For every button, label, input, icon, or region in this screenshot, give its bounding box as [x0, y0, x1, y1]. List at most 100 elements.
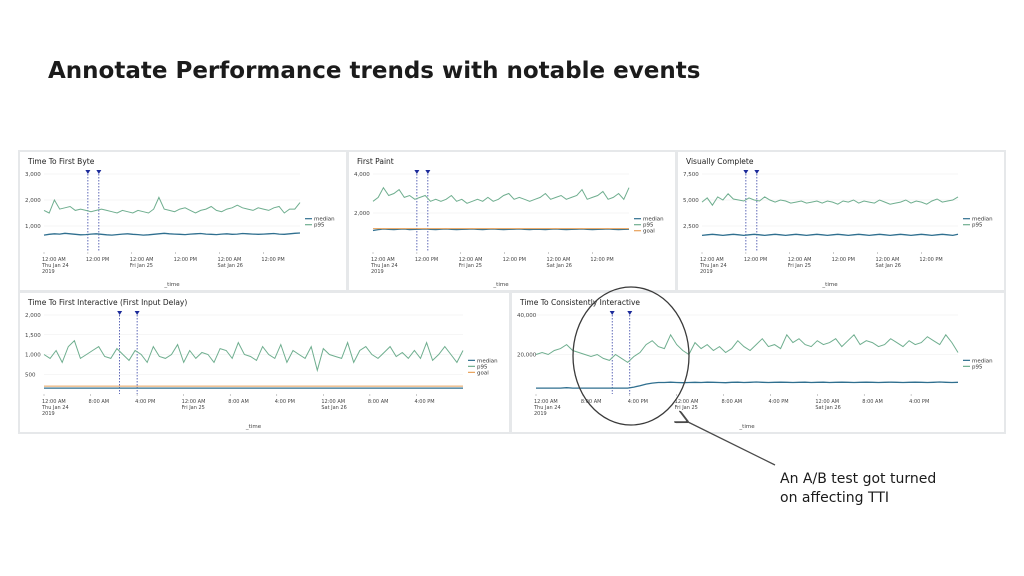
y-tick-label: 2,000	[25, 198, 41, 204]
series-line-p95	[43, 196, 301, 214]
x-tick-label: Fri Jan 25	[130, 263, 153, 269]
x-tick-label: 12:00 AM	[788, 257, 812, 263]
x-tick-label: 4:00 PM	[414, 399, 434, 405]
x-tick-label: 12:00 PM	[832, 257, 855, 263]
event-marker-icon[interactable]	[414, 170, 420, 174]
y-tick-label: 4,000	[354, 172, 370, 178]
annotation-callout: An A/B test got turned on affecting TTI	[780, 470, 980, 508]
y-tick-label: 2,000	[354, 211, 370, 217]
series-line-median	[536, 381, 959, 389]
x-tick-label: 12:00 PM	[174, 257, 197, 263]
panel-time-to-first-byte: Time To First Byte 1,000 2,000 3,000 12:00 A…	[20, 152, 346, 290]
x-tick-label: 12:00 AM	[182, 399, 206, 405]
annotation-line-2: on affecting TTI	[780, 490, 889, 506]
legend-label-median: median	[972, 358, 993, 364]
x-axis-label: _time	[163, 282, 180, 288]
legend-label-p95: p95	[314, 223, 325, 229]
x-tick-label: Sat Jan 26	[815, 405, 840, 411]
y-tick-label: 7,500	[683, 172, 699, 178]
dashboard-screenshot: Time To First Byte 1,000 2,000 3,000 12:00 A…	[18, 150, 1006, 434]
legend-label-median: median	[972, 217, 993, 223]
event-marker-icon[interactable]	[134, 311, 140, 315]
x-tick-label: 2019	[371, 269, 384, 275]
panel-visually-complete: Visually Complete 2,500 5,000 7,500 12:00 AM…	[678, 152, 1004, 290]
x-tick-label: 4:00 PM	[768, 399, 788, 405]
x-tick-label: 12:00 AM	[876, 257, 900, 263]
x-tick-label: 8:00 AM	[862, 399, 883, 405]
x-tick-label: Sat Jan 26	[547, 263, 572, 269]
x-tick-label: 4:00 PM	[628, 399, 648, 405]
series-line-p95	[372, 186, 630, 204]
legend-label-p95: p95	[972, 223, 983, 229]
panel-time-to-consistently-interactive: Time To Consistently Interactive 20,000 40…	[512, 293, 1004, 432]
x-tick-label: 8:00 AM	[722, 399, 743, 405]
x-tick-label: 4:00 PM	[909, 399, 929, 405]
y-tick-label: 40,000	[517, 313, 537, 319]
x-axis-label: _time	[492, 282, 509, 288]
event-marker-icon[interactable]	[85, 170, 91, 174]
series-line-median	[372, 228, 630, 232]
x-tick-label: Fri Jan 25	[788, 263, 811, 269]
x-tick-label: 12:00 AM	[130, 257, 154, 263]
x-tick-label: 12:00 PM	[919, 257, 942, 263]
x-tick-label: Sat Jan 26	[321, 405, 346, 411]
x-tick-label: 2019	[700, 269, 713, 275]
chart-time-to-first-interactive: Time To First Interactive (First Input D…	[25, 298, 498, 430]
chart-title: First Paint	[357, 157, 394, 166]
x-tick-label: 2019	[534, 411, 547, 417]
chart-time-to-consistently-interactive: Time To Consistently Interactive 20,000 40…	[517, 298, 993, 430]
x-tick-label: Sat Jan 26	[218, 263, 243, 269]
y-tick-label: 1,000	[25, 353, 41, 359]
chart-title: Time To First Byte	[27, 157, 95, 166]
y-tick-label: 5,000	[683, 198, 699, 204]
event-marker-icon[interactable]	[627, 311, 633, 315]
x-axis-label: _time	[821, 282, 838, 288]
x-tick-label: 12:00 AM	[371, 257, 395, 263]
panel-time-to-first-interactive: Time To First Interactive (First Input D…	[20, 293, 509, 432]
x-tick-label: 12:00 PM	[503, 257, 526, 263]
x-tick-label: 12:00 PM	[86, 257, 109, 263]
x-tick-label: 12:00 PM	[415, 257, 438, 263]
y-tick-label: 2,500	[683, 224, 699, 230]
x-tick-label: Thu Jan 24	[41, 405, 69, 411]
x-tick-label: 2019	[42, 411, 55, 417]
legend-label-median: median	[314, 217, 335, 223]
event-marker-icon[interactable]	[609, 311, 615, 315]
x-tick-label: 12:00 PM	[744, 257, 767, 263]
y-tick-label: 1,000	[25, 224, 41, 230]
x-tick-label: 4:00 PM	[135, 399, 155, 405]
x-tick-label: 12:00 AM	[321, 399, 345, 405]
event-marker-icon[interactable]	[425, 170, 431, 174]
event-marker-icon[interactable]	[117, 311, 123, 315]
legend-label-p95: p95	[477, 364, 488, 370]
event-marker-icon[interactable]	[743, 170, 749, 174]
x-tick-label: 8:00 AM	[581, 399, 602, 405]
chart-title: Time To First Interactive (First Input D…	[27, 298, 187, 307]
x-tick-label: 12:00 AM	[547, 257, 571, 263]
x-tick-label: 8:00 AM	[228, 399, 249, 405]
x-tick-label: 12:00 PM	[590, 257, 613, 263]
y-tick-label: 3,000	[25, 172, 41, 178]
x-tick-label: 12:00 AM	[42, 257, 66, 263]
x-tick-label: 12:00 AM	[815, 399, 839, 405]
x-tick-label: 2019	[42, 269, 55, 275]
y-tick-label: 500	[25, 372, 36, 378]
x-tick-label: Thu Jan 24	[533, 405, 561, 411]
chart-time-to-first-byte: Time To First Byte 1,000 2,000 3,000 12:00 A…	[25, 157, 335, 288]
x-tick-label: 12:00 AM	[534, 399, 558, 405]
legend-label-median: median	[643, 217, 664, 223]
x-tick-label: Fri Jan 25	[675, 405, 698, 411]
x-tick-label: Thu Jan 24	[699, 263, 727, 269]
panel-first-paint: First Paint 2,000 4,000 12:00 AM Thu Jan 24 2…	[349, 152, 675, 290]
chart-visually-complete: Visually Complete 2,500 5,000 7,500 12:00 AM…	[683, 157, 993, 288]
y-tick-label: 2,000	[25, 313, 41, 319]
x-tick-label: 12:00 PM	[261, 257, 284, 263]
event-marker-icon[interactable]	[96, 170, 102, 174]
x-tick-label: Thu Jan 24	[41, 263, 69, 269]
event-marker-icon[interactable]	[754, 170, 760, 174]
chart-title: Visually Complete	[686, 157, 754, 166]
x-tick-label: 12:00 AM	[218, 257, 242, 263]
x-tick-label: 12:00 AM	[700, 257, 724, 263]
series-line-p95	[535, 333, 959, 364]
